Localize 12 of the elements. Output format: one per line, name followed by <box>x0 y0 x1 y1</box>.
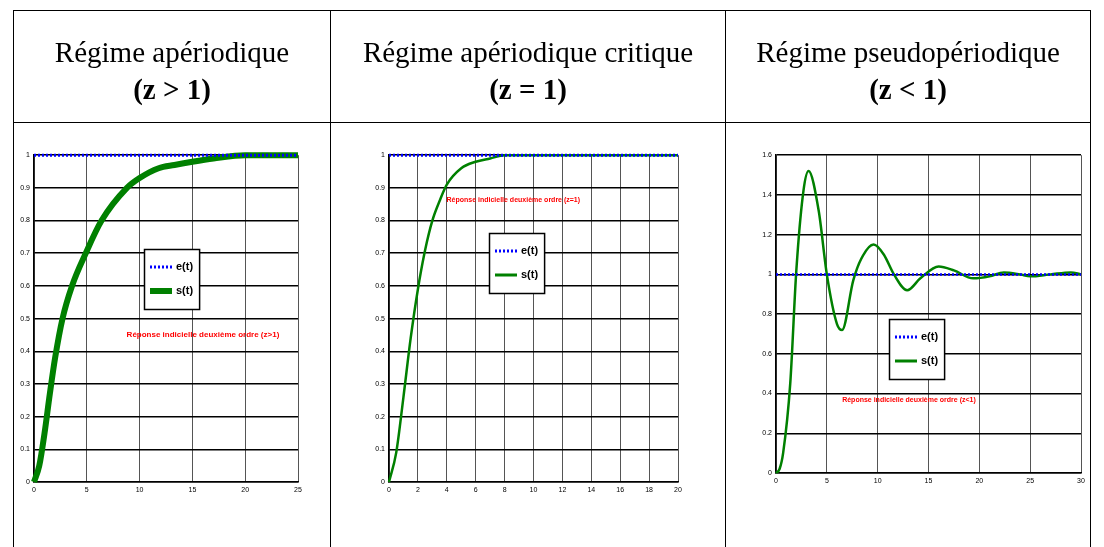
legend-label: e(t) <box>521 244 539 257</box>
chart-title: Régime apériodique critique <box>361 36 695 69</box>
chart-subtitle: (z < 1) <box>868 73 948 106</box>
chart-title: Régime apériodique <box>53 36 291 69</box>
legend-label: e(t) <box>921 330 939 343</box>
chart-subtitle: (z = 1) <box>488 73 568 106</box>
chart-subtitle: (z > 1) <box>132 73 212 106</box>
legend-label: e(t) <box>176 260 194 273</box>
chart-title: Régime pseudopériodique <box>755 36 1061 69</box>
legend-label: s(t) <box>521 268 539 281</box>
legend-label: s(t) <box>176 284 194 297</box>
legend-label: s(t) <box>921 354 939 367</box>
